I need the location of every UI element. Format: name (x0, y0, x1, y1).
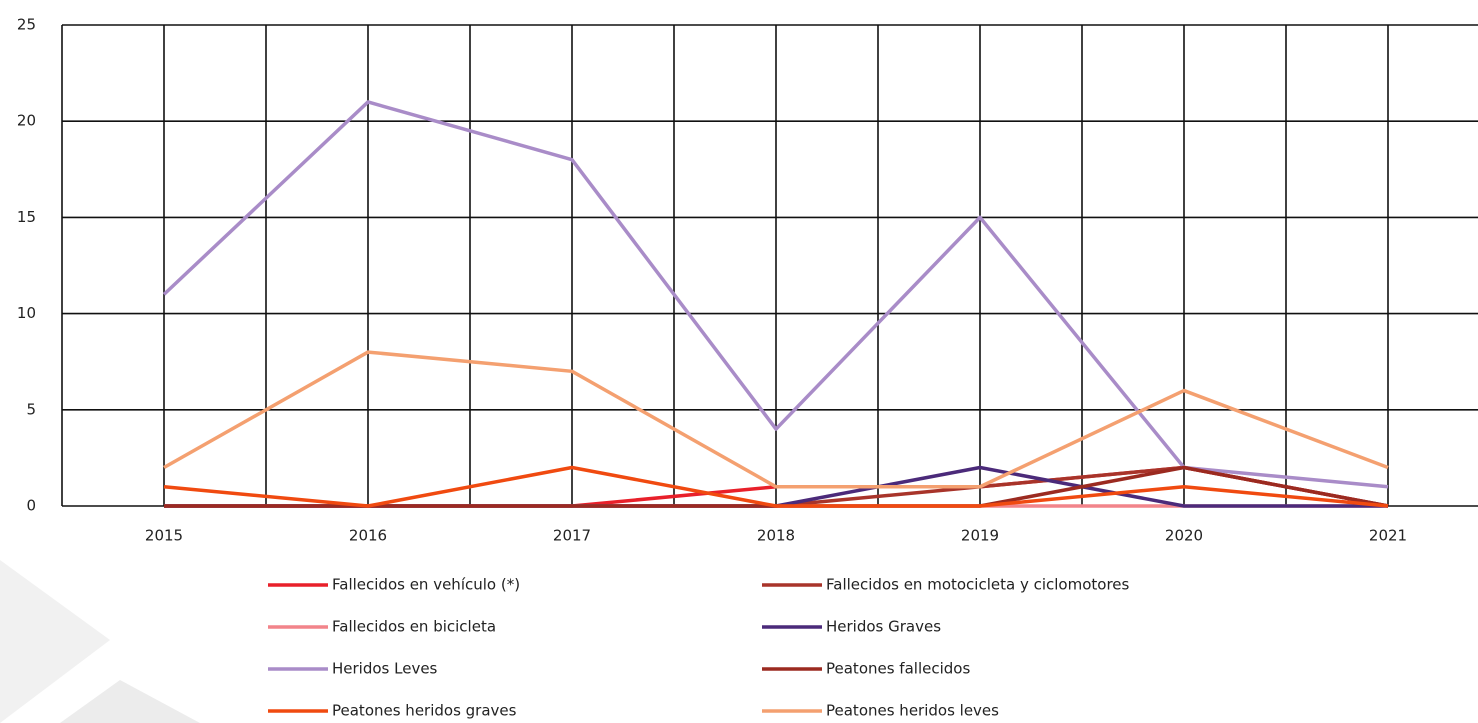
legend-label: Peatones fallecidos (826, 660, 970, 678)
legend-label: Heridos Leves (332, 660, 438, 678)
series-line (163, 465, 1389, 508)
y-tick-label: 0 (26, 497, 36, 515)
plot-area (62, 25, 1478, 506)
legend-label: Fallecidos en vehículo (*) (332, 576, 520, 594)
x-tick-label: 2020 (1165, 527, 1203, 545)
x-tick-label: 2018 (757, 527, 795, 545)
y-tick-label: 5 (26, 400, 36, 418)
legend-label: Heridos Graves (826, 618, 941, 636)
legend-label: Peatones heridos leves (826, 702, 999, 720)
x-tick-label: 2015 (145, 527, 183, 545)
x-tick-label: 2017 (553, 527, 591, 545)
x-tick-label: 2019 (961, 527, 999, 545)
y-tick-label: 25 (17, 16, 36, 34)
y-tick-label: 10 (17, 304, 36, 322)
decoration (60, 680, 200, 723)
x-tick-label: 2016 (349, 527, 387, 545)
legend-label: Fallecidos en motocicleta y ciclomotores (826, 576, 1130, 594)
y-tick-label: 15 (17, 208, 36, 226)
series-line (163, 350, 1389, 489)
y-tick-label: 20 (17, 112, 36, 130)
legend-label: Fallecidos en bicicleta (332, 618, 496, 636)
decoration (0, 560, 110, 723)
x-tick-label: 2021 (1369, 527, 1407, 545)
legend-label: Peatones heridos graves (332, 702, 517, 720)
